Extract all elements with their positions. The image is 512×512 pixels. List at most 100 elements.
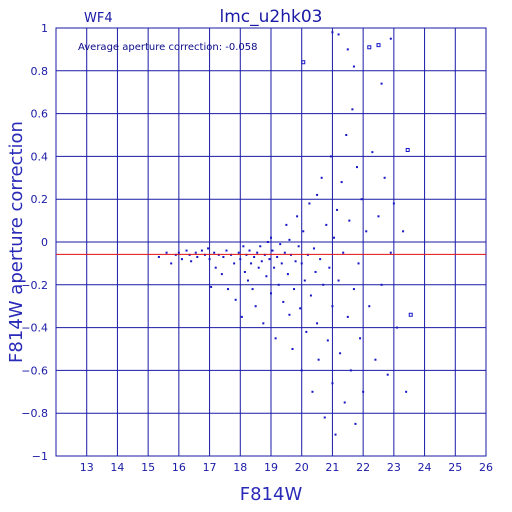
y-axis-title: F814W aperture correction bbox=[6, 121, 27, 363]
data-point bbox=[405, 390, 408, 393]
data-point bbox=[297, 245, 300, 248]
x-tick-label: 13 bbox=[80, 461, 94, 474]
data-point bbox=[356, 166, 358, 169]
y-tick-label: 0.6 bbox=[31, 108, 49, 121]
data-point bbox=[392, 202, 395, 205]
data-point bbox=[380, 283, 383, 286]
data-point bbox=[185, 249, 188, 252]
data-point bbox=[329, 155, 332, 158]
data-point bbox=[359, 337, 362, 340]
x-tick-label: 24 bbox=[418, 461, 432, 474]
grid bbox=[56, 27, 487, 457]
data-point bbox=[334, 433, 337, 436]
x-tick-label: 21 bbox=[325, 461, 339, 474]
y-tick-label: 0.8 bbox=[31, 65, 49, 78]
x-tick-label: 16 bbox=[172, 461, 186, 474]
data-point bbox=[283, 251, 286, 254]
data-point bbox=[237, 251, 240, 254]
data-point bbox=[270, 236, 272, 239]
data-point bbox=[260, 260, 263, 263]
data-point bbox=[165, 251, 168, 254]
y-tick-label: −0.2 bbox=[21, 279, 48, 292]
x-tick-label: 26 bbox=[479, 461, 493, 474]
chart-title: lmc_u2hk03 bbox=[220, 7, 323, 27]
data-point bbox=[331, 31, 334, 34]
data-point bbox=[213, 251, 216, 254]
data-point bbox=[342, 251, 345, 254]
x-tick-label: 20 bbox=[295, 461, 309, 474]
data-point bbox=[243, 270, 246, 273]
data-point bbox=[288, 313, 291, 316]
x-tick-label: 15 bbox=[141, 461, 155, 474]
data-point bbox=[389, 251, 392, 254]
data-point bbox=[157, 255, 160, 258]
data-point bbox=[268, 258, 271, 261]
data-point bbox=[332, 236, 335, 239]
data-point bbox=[256, 251, 259, 254]
data-point bbox=[339, 352, 342, 355]
data-point bbox=[354, 422, 357, 425]
data-point bbox=[276, 255, 279, 258]
data-point bbox=[180, 258, 183, 261]
data-point bbox=[239, 258, 242, 261]
data-point bbox=[273, 266, 276, 269]
data-point bbox=[316, 322, 319, 325]
data-point bbox=[346, 48, 349, 51]
data-point bbox=[337, 33, 340, 36]
x-tick-label: 22 bbox=[356, 461, 370, 474]
data-point bbox=[222, 255, 225, 258]
data-point bbox=[365, 230, 368, 233]
data-point bbox=[328, 266, 331, 269]
data-point bbox=[348, 219, 351, 222]
data-point bbox=[280, 262, 283, 265]
y-tick-label: −1 bbox=[32, 450, 48, 463]
data-point bbox=[196, 255, 199, 258]
data-point bbox=[294, 260, 297, 263]
data-point bbox=[190, 260, 193, 263]
data-point bbox=[383, 176, 386, 179]
data-point bbox=[299, 307, 302, 310]
data-point bbox=[265, 275, 268, 278]
data-point bbox=[311, 390, 314, 393]
x-tick-label: 14 bbox=[110, 461, 124, 474]
data-point bbox=[282, 300, 285, 303]
data-point bbox=[314, 270, 317, 273]
data-point bbox=[380, 82, 383, 85]
data-point bbox=[254, 305, 257, 308]
data-point bbox=[210, 285, 213, 288]
x-axis-title: F814W bbox=[240, 484, 303, 505]
data-point bbox=[242, 245, 245, 248]
data-point bbox=[296, 215, 299, 218]
data-point bbox=[331, 382, 334, 385]
data-point bbox=[288, 238, 291, 241]
data-point bbox=[207, 247, 210, 250]
data-point bbox=[246, 279, 249, 282]
data-point bbox=[194, 251, 197, 254]
data-point-open bbox=[405, 147, 410, 152]
y-tick-labels: −1 −0.8 −0.6 −0.4 −0.2 0 0.2 0.4 0.6 0.8 1 bbox=[21, 22, 48, 463]
data-point bbox=[371, 151, 374, 154]
data-point bbox=[170, 262, 173, 265]
y-tick-label: 0.4 bbox=[31, 150, 49, 163]
y-tick-label: 0.2 bbox=[31, 193, 49, 206]
data-point bbox=[316, 193, 319, 196]
data-point bbox=[326, 339, 329, 342]
data-point bbox=[233, 262, 236, 265]
data-point bbox=[357, 262, 360, 265]
data-point bbox=[374, 358, 377, 361]
data-point bbox=[303, 279, 306, 282]
data-point bbox=[345, 134, 348, 136]
data-point bbox=[250, 262, 253, 265]
data-point bbox=[402, 230, 405, 233]
data-point bbox=[319, 258, 322, 261]
data-point bbox=[337, 279, 340, 282]
data-point bbox=[234, 298, 237, 301]
scatter-points bbox=[157, 31, 413, 436]
data-point bbox=[274, 337, 277, 340]
data-point bbox=[291, 348, 294, 350]
average-correction-annotation: Average aperture correction: -0.058 bbox=[78, 42, 258, 53]
data-point bbox=[220, 273, 223, 276]
x-tick-label: 17 bbox=[203, 461, 217, 474]
data-point bbox=[225, 249, 228, 252]
